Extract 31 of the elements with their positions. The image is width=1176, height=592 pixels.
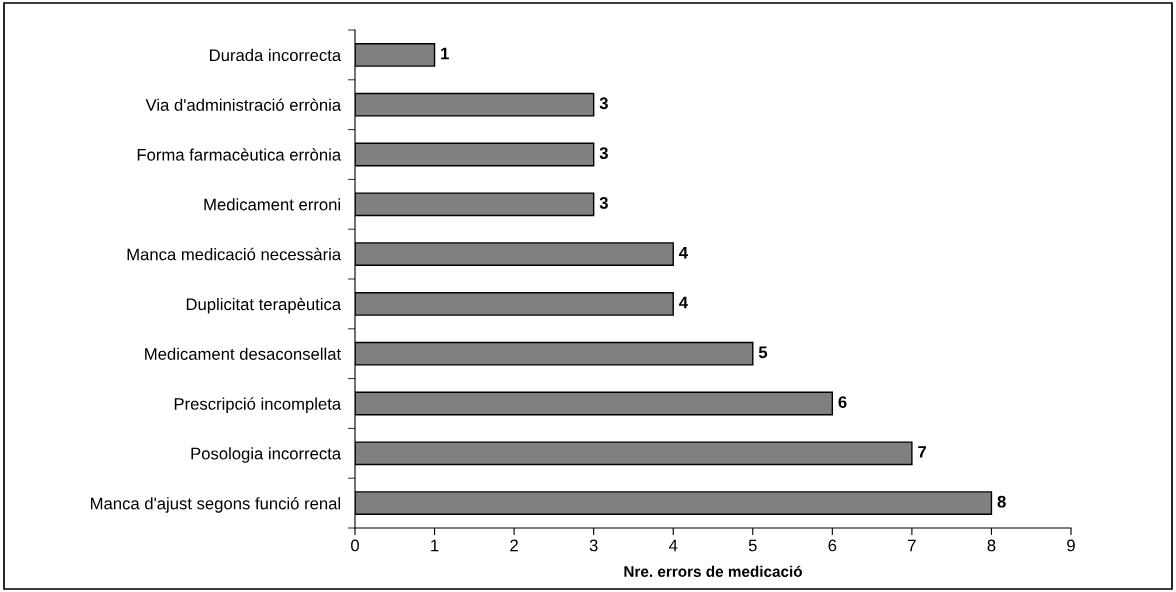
y-tick-label: Medicament erroni bbox=[204, 198, 340, 211]
data-label: 3 bbox=[599, 147, 608, 159]
x-tick-label: 8 bbox=[987, 539, 996, 552]
data-label: 3 bbox=[599, 196, 608, 209]
x-tick-label: 4 bbox=[668, 539, 678, 552]
y-tick-label: Via d'administració errònia bbox=[145, 98, 342, 111]
data-label: 4 bbox=[679, 246, 688, 259]
data-label: 3 bbox=[599, 97, 608, 110]
x-axis-title: Nre. errors de medicació bbox=[624, 565, 802, 577]
x-tick-label: 6 bbox=[828, 539, 837, 552]
x-tick-label: 0 bbox=[351, 539, 359, 552]
data-label: 6 bbox=[838, 396, 847, 408]
data-label: 1 bbox=[441, 47, 449, 60]
y-tick-label: Manca medicació necessària bbox=[127, 247, 342, 261]
x-tick-label: 9 bbox=[1067, 539, 1075, 552]
y-tick-label: Durada incorrecta bbox=[210, 48, 342, 62]
x-tick-label: 5 bbox=[748, 539, 757, 552]
y-tick-label: Manca d'ajust segons funció renal bbox=[91, 496, 341, 513]
y-tick-label: Medicament desaconsellat bbox=[145, 347, 341, 360]
x-tick-label: 2 bbox=[510, 539, 518, 552]
y-tick-label: Posologia incorrecta bbox=[191, 447, 342, 463]
data-label: 5 bbox=[758, 346, 768, 359]
x-tick-label: 7 bbox=[908, 539, 916, 552]
data-label: 7 bbox=[918, 446, 926, 458]
y-tick-label: Forma farmacèutica errònia bbox=[137, 148, 342, 161]
y-tick-label: Duplicitat terapèutica bbox=[186, 297, 342, 314]
y-tick-label: Prescripció incompleta bbox=[174, 397, 342, 414]
data-label: 4 bbox=[679, 296, 688, 309]
x-tick-label: 3 bbox=[589, 539, 598, 552]
data-label: 8 bbox=[997, 495, 1006, 508]
x-tick-label: 1 bbox=[431, 539, 439, 552]
